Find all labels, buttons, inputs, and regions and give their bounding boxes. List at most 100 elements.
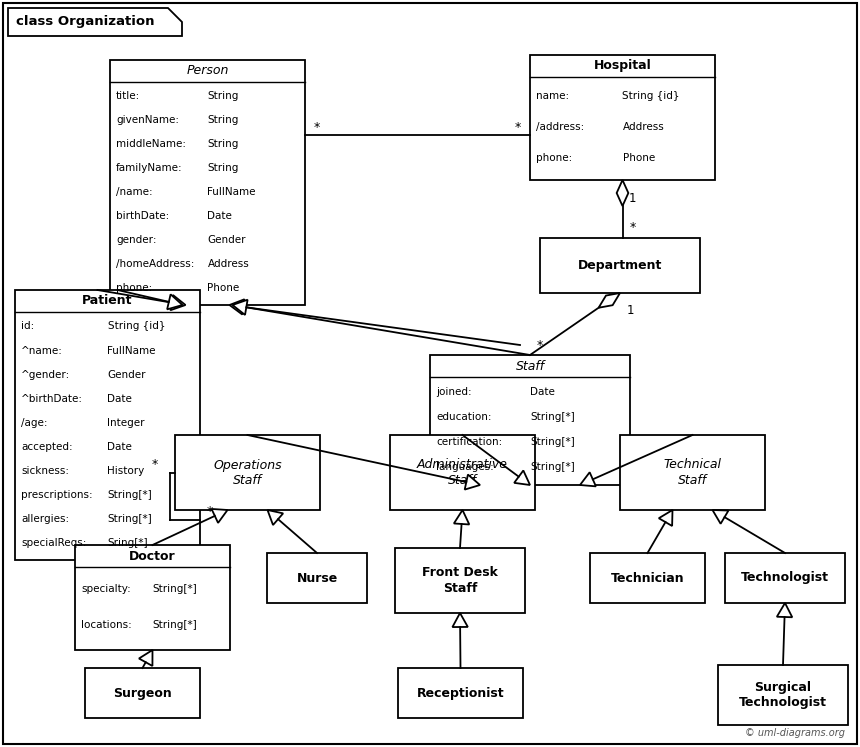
Text: Operations
Staff: Operations Staff xyxy=(213,459,282,486)
Text: birthDate:: birthDate: xyxy=(116,211,169,221)
Text: Phone: Phone xyxy=(623,153,654,163)
Polygon shape xyxy=(514,471,530,485)
Text: prescriptions:: prescriptions: xyxy=(21,490,93,500)
Text: accepted:: accepted: xyxy=(21,441,72,452)
Text: Gender: Gender xyxy=(207,235,246,245)
Polygon shape xyxy=(777,603,792,617)
Text: Phone: Phone xyxy=(207,283,240,294)
Polygon shape xyxy=(452,613,468,627)
Polygon shape xyxy=(580,472,596,486)
Text: locations:: locations: xyxy=(81,620,132,630)
Text: FullName: FullName xyxy=(207,187,256,197)
Text: Patient: Patient xyxy=(83,294,132,308)
Text: name:: name: xyxy=(536,90,569,101)
Text: allergies:: allergies: xyxy=(21,514,69,524)
Text: specialReqs:: specialReqs: xyxy=(21,538,86,548)
Polygon shape xyxy=(230,300,244,314)
Text: String[*]: String[*] xyxy=(530,437,574,447)
Text: Address: Address xyxy=(207,259,249,269)
Text: title:: title: xyxy=(116,91,140,102)
Bar xyxy=(530,55,715,180)
Bar xyxy=(75,545,230,650)
Polygon shape xyxy=(267,510,283,525)
Polygon shape xyxy=(659,510,673,526)
Text: *: * xyxy=(207,506,213,518)
Text: © uml-diagrams.org: © uml-diagrams.org xyxy=(745,728,845,738)
Bar xyxy=(175,435,320,510)
Bar xyxy=(620,435,765,510)
Polygon shape xyxy=(139,650,152,666)
Text: Technologist: Technologist xyxy=(741,571,829,584)
Text: phone:: phone: xyxy=(116,283,152,294)
Text: middleName:: middleName: xyxy=(116,140,186,149)
Text: class Organization: class Organization xyxy=(16,16,155,28)
Text: *: * xyxy=(537,338,544,352)
Bar xyxy=(725,553,845,603)
Text: Person: Person xyxy=(187,64,229,78)
Text: String[*]: String[*] xyxy=(152,583,197,594)
Bar xyxy=(15,290,200,560)
Text: *: * xyxy=(152,458,158,471)
Text: familyName:: familyName: xyxy=(116,164,182,173)
Text: History: History xyxy=(108,466,144,476)
Text: Sring[*]: Sring[*] xyxy=(108,538,148,548)
Text: Address: Address xyxy=(623,122,664,132)
Polygon shape xyxy=(232,300,248,315)
Text: Hospital: Hospital xyxy=(593,60,651,72)
Text: String: String xyxy=(207,115,239,125)
Text: Surgical
Technologist: Surgical Technologist xyxy=(739,681,827,709)
Polygon shape xyxy=(212,509,228,523)
Polygon shape xyxy=(8,8,182,36)
Text: phone:: phone: xyxy=(536,153,572,163)
Text: Surgeon: Surgeon xyxy=(114,686,172,699)
Text: String: String xyxy=(207,140,239,149)
Bar xyxy=(267,553,367,603)
Polygon shape xyxy=(167,294,182,309)
Text: givenName:: givenName: xyxy=(116,115,179,125)
Text: ^gender:: ^gender: xyxy=(21,370,71,379)
Text: Front Desk
Staff: Front Desk Staff xyxy=(422,566,498,595)
Polygon shape xyxy=(599,293,620,308)
Text: Integer: Integer xyxy=(108,418,145,428)
Bar xyxy=(390,435,535,510)
Text: ^birthDate:: ^birthDate: xyxy=(21,394,83,403)
Text: id:: id: xyxy=(21,321,34,332)
Text: Date: Date xyxy=(207,211,232,221)
Text: ^name:: ^name: xyxy=(21,346,63,356)
Text: 1: 1 xyxy=(629,191,636,205)
Text: 1: 1 xyxy=(626,305,634,317)
Polygon shape xyxy=(464,474,480,489)
Bar xyxy=(85,668,200,718)
Text: FullName: FullName xyxy=(108,346,156,356)
Polygon shape xyxy=(170,295,186,310)
Text: Technical
Staff: Technical Staff xyxy=(664,459,722,486)
Text: Administrative
Staff: Administrative Staff xyxy=(417,459,508,486)
Bar xyxy=(395,548,525,613)
Text: *: * xyxy=(630,222,636,235)
Bar xyxy=(718,665,848,725)
Text: Technician: Technician xyxy=(611,571,685,584)
Text: joined:: joined: xyxy=(436,387,471,397)
Text: certification:: certification: xyxy=(436,437,502,447)
Text: sickness:: sickness: xyxy=(21,466,69,476)
Text: /address:: /address: xyxy=(536,122,584,132)
Text: languages:: languages: xyxy=(436,462,494,472)
Text: specialty:: specialty: xyxy=(81,583,131,594)
Text: String: String xyxy=(207,91,239,102)
Bar xyxy=(398,668,523,718)
Polygon shape xyxy=(712,510,728,524)
Bar xyxy=(430,355,630,485)
Text: Receptionist: Receptionist xyxy=(417,686,504,699)
Text: education:: education: xyxy=(436,412,492,422)
Text: String[*]: String[*] xyxy=(530,412,574,422)
Text: Doctor: Doctor xyxy=(129,550,175,562)
Text: String[*]: String[*] xyxy=(152,620,197,630)
Text: Date: Date xyxy=(530,387,555,397)
Polygon shape xyxy=(617,180,629,206)
Text: *: * xyxy=(515,122,521,134)
Text: Department: Department xyxy=(578,259,662,272)
Text: gender:: gender: xyxy=(116,235,157,245)
Text: /name:: /name: xyxy=(116,187,152,197)
Bar xyxy=(540,238,700,293)
Polygon shape xyxy=(454,510,470,524)
